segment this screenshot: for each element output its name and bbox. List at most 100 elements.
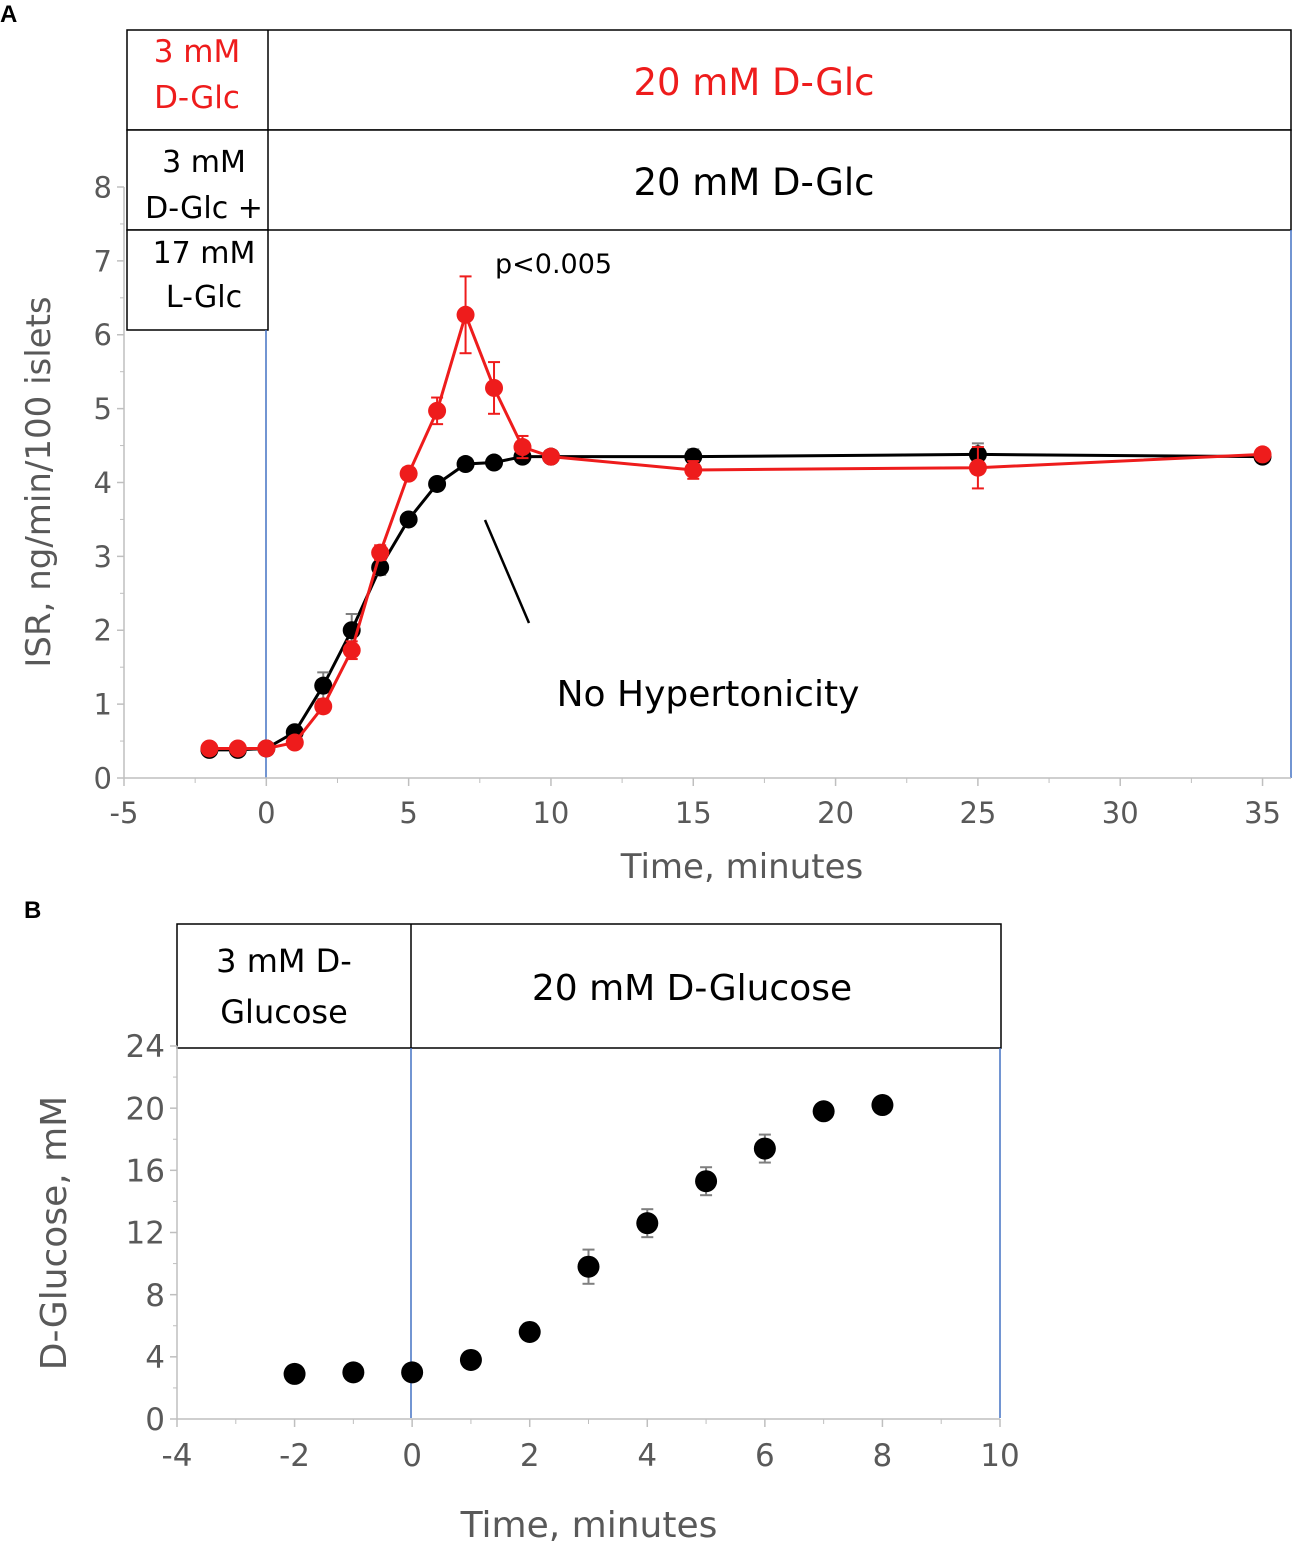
- data-point: [485, 378, 504, 397]
- panel-a-condition-boxes: 3 mM D-Glc 20 mM D-Glc 3 mM D-Glc + 17 m…: [126, 29, 1292, 331]
- panel-b-chart: 3 mM D- Glucose 20 mM D-Glucose 0 4 8 12 16 2…: [34, 923, 1020, 1546]
- data-point: [228, 739, 247, 758]
- y-tick-label: 5: [94, 392, 112, 426]
- data-point: [314, 697, 333, 716]
- data-point: [871, 1094, 894, 1117]
- y-tick-label: 20: [126, 1091, 165, 1127]
- y-tick-label: 3: [94, 540, 112, 574]
- a-no-hypertonicity-label: No Hypertonicity: [557, 674, 860, 715]
- data-point: [371, 543, 390, 562]
- x-tick-label: 30: [1102, 796, 1139, 830]
- x-tick-label: 5: [399, 796, 417, 830]
- y-tick-label: 8: [145, 1278, 165, 1314]
- b-x-axis-title: Time, minutes: [460, 1505, 718, 1546]
- panel-a-chart: 3 mM D-Glc 20 mM D-Glc 3 mM D-Glc + 17 m…: [19, 29, 1292, 887]
- a-black-pre-line2: D-Glc +: [145, 191, 263, 226]
- series-line-0: [209, 452, 1263, 752]
- data-point: [428, 401, 447, 420]
- a-black-post-label: 20 mM D-Glc: [633, 161, 874, 204]
- x-tick-label: 4: [637, 1438, 657, 1474]
- x-tick-label: 10: [980, 1438, 1019, 1474]
- data-point: [695, 1170, 718, 1193]
- y-tick-label: 0: [145, 1402, 165, 1438]
- data-point: [456, 455, 475, 474]
- data-point: [399, 510, 418, 529]
- y-tick-label: 1: [94, 688, 112, 722]
- data-point: [812, 1100, 835, 1123]
- x-tick-label: -5: [110, 796, 139, 830]
- a-red-post-label: 20 mM D-Glc: [633, 61, 874, 104]
- x-tick-label: 0: [402, 1438, 422, 1474]
- a-black-pre-line3: 17 mM: [153, 236, 256, 271]
- a-black-pre-line4: L-Glc: [166, 280, 242, 315]
- data-point: [456, 305, 475, 324]
- b-pre-line1: 3 mM D-: [216, 942, 352, 980]
- panel-label-a: A: [0, 1, 17, 28]
- y-tick-label: 12: [126, 1216, 165, 1252]
- data-point: [636, 1212, 659, 1235]
- data-point: [200, 739, 219, 758]
- b-pre-line2: Glucose: [220, 993, 348, 1031]
- x-tick-label: 15: [675, 796, 712, 830]
- x-tick-label: -4: [162, 1438, 193, 1474]
- data-point: [342, 1361, 365, 1384]
- x-tick-label: 2: [520, 1438, 540, 1474]
- data-point: [513, 438, 532, 457]
- y-tick-label: 4: [94, 466, 112, 500]
- a-x-axis-title: Time, minutes: [620, 847, 863, 887]
- a-red-pre-line2: D-Glc: [154, 80, 240, 116]
- x-tick-label: 20: [817, 796, 854, 830]
- a-black-pre-line1: 3 mM: [162, 145, 246, 180]
- x-tick-label: 0: [257, 796, 275, 830]
- data-point: [459, 1348, 482, 1371]
- data-point: [257, 739, 276, 758]
- x-tick-label: 8: [873, 1438, 893, 1474]
- series-line-1: [209, 310, 1263, 750]
- data-point: [428, 474, 447, 493]
- y-tick-label: 7: [94, 244, 112, 278]
- y-tick-label: 16: [126, 1153, 165, 1189]
- y-tick-label: 0: [94, 761, 112, 795]
- x-tick-label: 35: [1244, 796, 1281, 830]
- y-tick-label: 2: [94, 614, 112, 648]
- panel-a-marks: [200, 275, 1272, 759]
- y-tick-label: 6: [94, 318, 112, 352]
- panel-label-b: B: [24, 897, 41, 924]
- panel-b-condition-boxes: 3 mM D- Glucose 20 mM D-Glucose: [176, 923, 1002, 1049]
- x-tick-label: -2: [279, 1438, 310, 1474]
- a-significance-annotation: p<0.005: [495, 249, 612, 280]
- y-tick-label: 4: [145, 1340, 165, 1376]
- x-tick-label: 6: [755, 1438, 775, 1474]
- y-tick-label: 8: [94, 170, 112, 204]
- data-point: [541, 447, 560, 466]
- data-point: [577, 1255, 600, 1278]
- a-red-pre-line1: 3 mM: [154, 34, 241, 70]
- b-y-axis-title: D-Glucose, mM: [34, 1096, 75, 1370]
- data-point: [1253, 445, 1272, 464]
- data-point: [518, 1320, 541, 1343]
- x-tick-label: 10: [532, 796, 569, 830]
- x-tick-label: 25: [959, 796, 996, 830]
- a-black-condition-box: [126, 129, 1292, 231]
- b-condition-box: [176, 923, 1002, 1049]
- data-point: [314, 676, 333, 695]
- data-point: [401, 1361, 424, 1384]
- panel-b-marks: [283, 1094, 894, 1385]
- y-tick-label: 24: [126, 1029, 165, 1065]
- a-y-axis-title: ISR, ng/min/100 islets: [19, 296, 59, 667]
- a-annotation-arrow-line: [483, 519, 531, 624]
- data-point: [485, 453, 504, 472]
- data-point: [684, 460, 703, 479]
- b-post-label: 20 mM D-Glucose: [532, 968, 852, 1009]
- data-point: [285, 733, 304, 752]
- data-point: [283, 1362, 306, 1385]
- data-point: [399, 464, 418, 483]
- a-black-pre-box-extension: [126, 229, 269, 331]
- data-point: [968, 458, 987, 477]
- data-point: [342, 641, 361, 660]
- data-point: [753, 1137, 776, 1160]
- a-red-condition-box: [126, 29, 1292, 131]
